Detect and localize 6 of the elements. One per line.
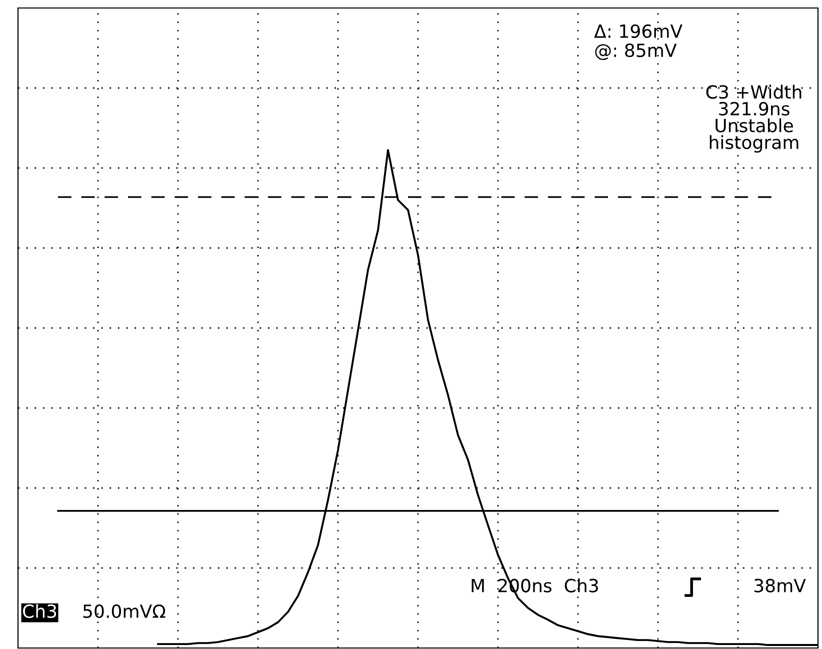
text: Δ: 196mV bbox=[594, 24, 682, 38]
annotation: 38mV bbox=[754, 578, 806, 592]
annotation: C3 +Width 321.9ns Unstable histogram bbox=[706, 84, 802, 153]
annotation: Ch3 bbox=[23, 604, 56, 618]
annotation: 50.0mVΩ bbox=[83, 604, 166, 618]
text: @: 85mV bbox=[595, 44, 677, 60]
